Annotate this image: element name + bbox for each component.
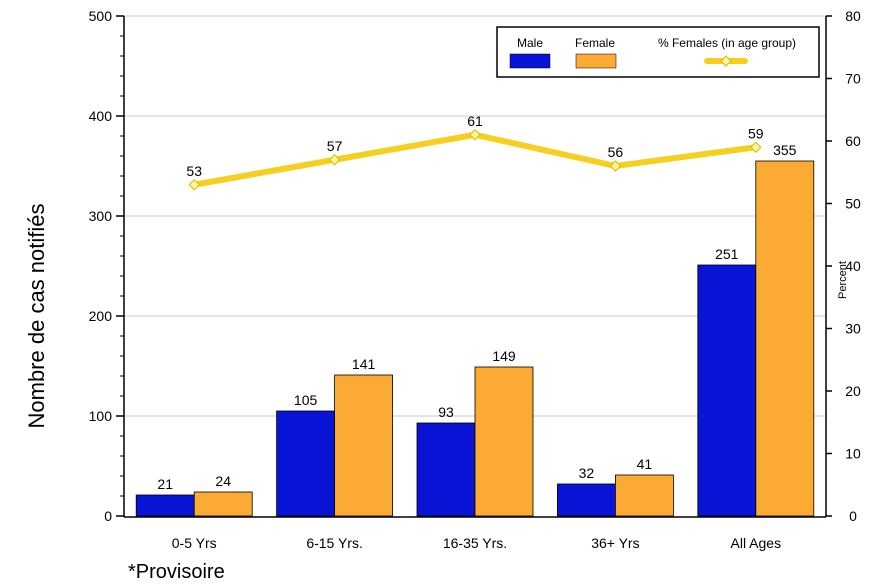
x-tick-label: All Ages: [731, 535, 782, 551]
y2-tick-label: 30: [845, 321, 861, 337]
legend-label-female: Female: [575, 36, 615, 50]
y2-tick-label: 10: [845, 446, 861, 462]
percent-value-label: 59: [748, 125, 764, 141]
y2-tick-label: 40: [845, 258, 861, 274]
legend-label-percent: % Females (in age group): [658, 36, 796, 50]
percent-value-label: 56: [608, 144, 624, 160]
bar-value-label: 41: [637, 456, 653, 472]
y2-ticks: 0 10 20 30 40 50 60 70 80: [826, 8, 861, 524]
percent-value-label: 57: [327, 138, 343, 154]
y-tick-label: 200: [89, 308, 113, 324]
percent-point: [328, 154, 341, 166]
y-tick-label: 0: [104, 508, 112, 524]
bar-male: [276, 410, 336, 517]
bar-male: [557, 483, 616, 517]
bar-female: [334, 374, 394, 517]
bar-value-label: 24: [215, 473, 231, 489]
bar-value-label: 105: [294, 392, 318, 408]
y-axis-title: Nombre de cas notifiés: [24, 204, 49, 429]
bars: [135, 160, 815, 517]
footnote: *Provisoire: [128, 561, 225, 583]
y-tick-label: 100: [89, 408, 113, 424]
bar-female: [474, 366, 534, 517]
percent-point: [469, 129, 481, 141]
y-tick-label: 500: [89, 8, 113, 24]
x-tick-label: 16-35 Yrs.: [443, 535, 507, 551]
percent-point: [188, 179, 200, 191]
legend-swatch-male: [509, 53, 551, 69]
y2-tick-label: 50: [845, 196, 861, 212]
bar-value-label: 355: [773, 142, 797, 158]
bar-male: [697, 264, 757, 517]
y2-tick-label: 80: [845, 8, 861, 24]
bar-female: [755, 160, 815, 517]
bar-value-label: 149: [492, 348, 516, 364]
y-tick-label: 300: [89, 208, 113, 224]
bar-value-label: 93: [438, 404, 454, 420]
x-tick-label: 36+ Yrs: [591, 535, 639, 551]
percent-value-label: 61: [467, 113, 483, 129]
legend-box: [496, 26, 820, 78]
x-tick-label: 0-5 Yrs: [172, 535, 217, 551]
bar-labels: 21 24 105 141 93 149 32 41 251 355: [157, 142, 796, 492]
bar-value-label: 32: [579, 465, 595, 481]
bar-value-label: 141: [352, 356, 376, 372]
bar-male: [416, 422, 476, 517]
x-tick-label: 6-15 Yrs.: [306, 535, 363, 551]
y2-tick-label: 0: [849, 508, 857, 524]
legend-label-male: Male: [517, 36, 543, 50]
y-tick-label: 400: [89, 108, 113, 124]
bar-value-label: 251: [715, 246, 739, 262]
percent-point: [609, 160, 622, 172]
legend-marker-percent: [720, 55, 732, 67]
bar-male: [135, 494, 195, 517]
y2-axis-title: Percent: [837, 261, 849, 299]
bar-female: [615, 474, 674, 517]
legend: Male Female % Females (in age group): [496, 26, 820, 78]
y2-tick-label: 70: [845, 71, 861, 87]
legend-swatch-female: [575, 53, 617, 69]
percent-value-label: 53: [186, 163, 202, 179]
percent-point: [750, 141, 762, 153]
x-ticks: 0-5 Yrs 6-15 Yrs. 16-35 Yrs. 36+ Yrs All Age…: [172, 535, 781, 551]
y2-tick-label: 20: [845, 383, 861, 399]
y-ticks: 0 100 200 300 400 500: [89, 8, 124, 524]
y2-tick-label: 60: [845, 133, 861, 149]
bar-value-label: 21: [157, 476, 173, 492]
percent-line: 53 57 61 56 59: [186, 113, 764, 191]
bar-female: [193, 491, 253, 517]
